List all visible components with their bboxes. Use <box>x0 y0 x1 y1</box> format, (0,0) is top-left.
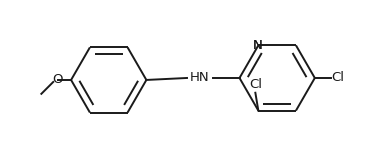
Text: O: O <box>52 74 62 86</box>
Text: Cl: Cl <box>332 71 345 84</box>
Text: Cl: Cl <box>249 78 262 91</box>
Text: N: N <box>252 39 262 52</box>
Text: N: N <box>252 39 262 52</box>
Text: HN: HN <box>190 71 210 84</box>
